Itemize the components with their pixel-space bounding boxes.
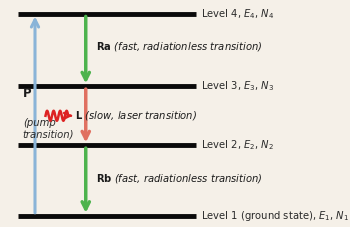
Text: $\bf{L}$ (slow, laser transition): $\bf{L}$ (slow, laser transition) <box>75 109 197 122</box>
Text: Level 4, $E_4$, $N_4$: Level 4, $E_4$, $N_4$ <box>201 7 275 20</box>
Text: $\bf{Ra}$ (fast, radiationless transition): $\bf{Ra}$ (fast, radiationless transitio… <box>96 40 262 53</box>
Text: $\bf{Rb}$ (fast, radiationless transition): $\bf{Rb}$ (fast, radiationless transitio… <box>96 172 263 185</box>
Text: Level 3, $E_3$, $N_3$: Level 3, $E_3$, $N_3$ <box>201 79 274 93</box>
Text: P: P <box>23 87 32 100</box>
Text: Level 1 (ground state), $E_1$, $N_1$: Level 1 (ground state), $E_1$, $N_1$ <box>201 209 350 223</box>
Text: Level 2, $E_2$, $N_2$: Level 2, $E_2$, $N_2$ <box>201 138 274 152</box>
Text: (pump
transition): (pump transition) <box>23 118 74 140</box>
